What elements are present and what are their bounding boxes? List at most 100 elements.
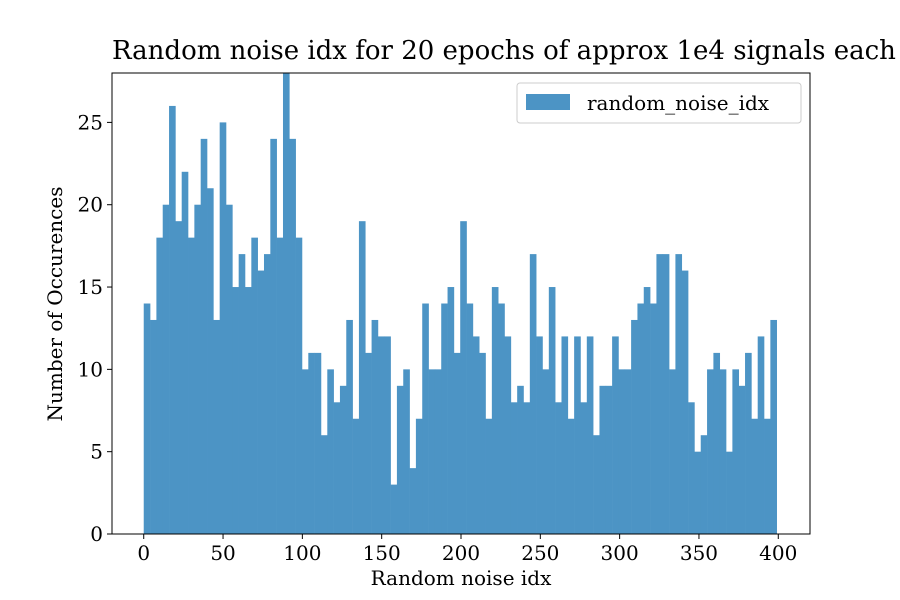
histogram-bar: [371, 319, 379, 534]
histogram-bar: [681, 270, 689, 534]
histogram-bar: [656, 254, 664, 535]
histogram-bar: [434, 369, 442, 534]
histogram-bar: [745, 352, 752, 534]
histogram-bar: [219, 122, 227, 534]
histogram-bar: [175, 221, 183, 534]
histogram-bar: [485, 418, 493, 534]
histogram-bar: [732, 369, 740, 534]
histogram-bar: [675, 254, 683, 535]
histogram-bar: [238, 254, 246, 535]
histogram-bar: [479, 352, 486, 534]
histogram-bar: [289, 138, 296, 535]
histogram-bar: [460, 221, 467, 534]
histogram-bar: [770, 319, 777, 534]
histogram-bar: [491, 287, 499, 534]
histogram-bar: [669, 369, 676, 534]
y-tick-label: 20: [78, 193, 103, 217]
histogram-bar: [314, 352, 322, 534]
x-tick-label: 100: [283, 541, 321, 565]
histogram-bar: [263, 254, 271, 535]
histogram-bar: [390, 484, 398, 534]
histogram-bar: [232, 287, 239, 534]
histogram-bar: [694, 451, 702, 534]
x-tick-label: 300: [601, 541, 639, 565]
histogram-bar: [365, 352, 372, 534]
histogram-bar: [599, 385, 607, 534]
histogram-bar: [396, 385, 404, 534]
histogram-bar: [605, 385, 613, 534]
histogram-bar: [757, 336, 765, 534]
histogram-bar: [574, 336, 581, 534]
histogram-bar: [276, 237, 284, 534]
legend-swatch: [526, 94, 570, 110]
chart-title: Random noise idx for 20 epochs of approx…: [112, 36, 896, 66]
x-tick-label: 200: [442, 541, 480, 565]
histogram-bar: [618, 369, 626, 534]
histogram-bar: [156, 237, 164, 534]
histogram-bar: [586, 336, 594, 534]
histogram-bar: [662, 254, 670, 535]
histogram-bar: [764, 418, 771, 534]
histogram-bar: [358, 221, 366, 534]
histogram-bar: [150, 319, 157, 534]
histogram-bar: [308, 352, 315, 534]
histogram-bar: [428, 369, 436, 534]
histogram-bar: [719, 369, 727, 534]
histogram-bar: [517, 385, 524, 534]
histogram-bar: [555, 402, 562, 534]
histogram-bar: [447, 287, 455, 534]
y-tick-label: 5: [90, 440, 103, 464]
x-tick-label: 250: [521, 541, 559, 565]
x-axis-label: Random noise idx: [370, 566, 552, 590]
x-tick-label: 150: [363, 541, 401, 565]
histogram-bar: [726, 451, 733, 534]
histogram-bar: [466, 303, 474, 534]
histogram-bar: [561, 336, 569, 534]
histogram-bar: [738, 385, 746, 534]
y-tick-label: 10: [78, 357, 103, 381]
histogram-bar: [453, 352, 461, 534]
histogram-bar: [637, 303, 645, 534]
histogram-bar: [346, 319, 353, 534]
histogram-bar: [213, 319, 220, 534]
histogram-bar: [188, 237, 195, 534]
histogram-bar: [403, 369, 410, 534]
histogram-bar: [282, 73, 290, 534]
histogram-bar: [498, 303, 505, 534]
histogram-bar: [245, 287, 252, 534]
histogram-bar: [580, 402, 588, 534]
histogram-bar: [612, 336, 619, 534]
histogram-bar: [542, 369, 550, 534]
histogram-bar: [352, 418, 360, 534]
histogram-bar: [504, 336, 512, 534]
histogram-bar: [320, 435, 328, 534]
y-axis-label: Number of Occurences: [43, 186, 67, 422]
y-tick-label: 15: [78, 275, 103, 299]
histogram-bar: [301, 369, 309, 534]
histogram-bar: [631, 319, 638, 534]
histogram-bar: [536, 336, 543, 534]
histogram-bar: [377, 336, 385, 534]
histogram-bar: [162, 204, 170, 534]
histogram-bar: [295, 237, 303, 534]
histogram-bar: [529, 254, 537, 535]
histogram-bar: [384, 336, 391, 534]
histogram-bar: [751, 418, 758, 534]
histogram-bar: [548, 287, 556, 534]
histogram-bar: [523, 402, 531, 534]
histogram-bar: [472, 336, 480, 534]
histogram-bar: [207, 188, 214, 534]
x-tick-label: 50: [210, 541, 235, 565]
legend-box: [516, 82, 802, 124]
legend-label: random_noise_idx: [587, 91, 770, 115]
histogram-bar: [409, 468, 417, 534]
histogram-bar: [181, 171, 189, 535]
histogram-bar: [700, 435, 708, 534]
y-tick-label: 0: [90, 522, 103, 546]
histogram-bar: [643, 287, 651, 534]
histogram-bar: [143, 303, 151, 534]
histogram-bar: [593, 435, 600, 534]
x-tick-label: 350: [680, 541, 718, 565]
